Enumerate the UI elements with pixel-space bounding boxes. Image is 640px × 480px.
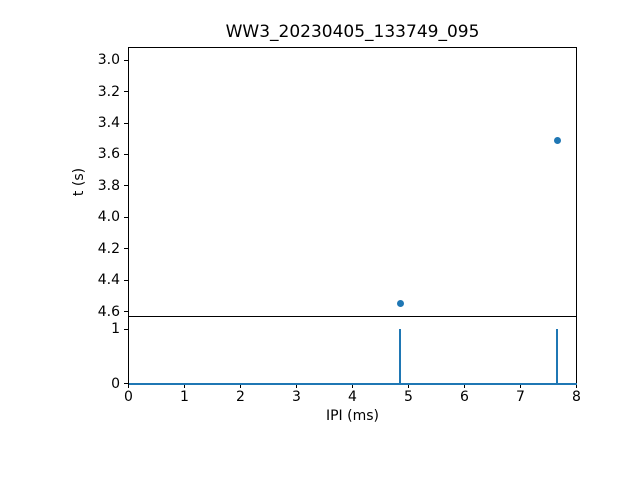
- scatter-point: [553, 136, 561, 144]
- scatter-plot-area: [128, 47, 577, 317]
- scatter-point: [396, 300, 404, 308]
- x-tick-mark: [464, 384, 465, 388]
- x-tick-label: 2: [236, 389, 245, 405]
- x-tick-mark: [240, 384, 241, 388]
- x-tick-label: 4: [348, 389, 357, 405]
- x-tick-mark: [576, 384, 577, 388]
- y-tick-label: 4.6: [97, 303, 120, 320]
- y-tick-label: 0: [111, 375, 120, 392]
- y-tick-label: 3.4: [97, 115, 120, 131]
- y-tick-mark: [124, 216, 128, 218]
- x-tick-mark: [352, 384, 353, 388]
- x-tick-label: 6: [460, 389, 469, 405]
- ipi-spike: [399, 329, 402, 384]
- x-tick-mark: [184, 384, 185, 388]
- y-tick-label: 4.4: [97, 272, 120, 289]
- x-tick-label: 8: [572, 389, 581, 405]
- x-tick-mark: [408, 384, 409, 388]
- chart-title: WW3_20230405_133749_095: [225, 22, 480, 42]
- stem-baseline: [128, 382, 577, 385]
- y-tick-mark: [124, 91, 128, 93]
- x-tick-label: 7: [516, 389, 525, 405]
- y-tick-label: 1: [111, 321, 120, 338]
- y-tick-label: 3.6: [97, 146, 120, 163]
- y-tick-label: 3.2: [97, 83, 120, 100]
- y-tick-mark: [124, 248, 128, 250]
- x-tick-label: 3: [292, 389, 301, 405]
- x-tick-mark: [520, 384, 521, 388]
- x-tick-label: 1: [180, 389, 189, 405]
- y-tick-mark: [124, 279, 128, 281]
- x-tick-label: 0: [124, 389, 133, 405]
- x-axis-label: IPI (ms): [325, 408, 379, 424]
- x-tick-label: 5: [404, 389, 413, 405]
- y-tick-mark: [124, 153, 128, 155]
- y-tick-mark: [124, 59, 128, 61]
- y-tick-label: 3.8: [97, 177, 120, 194]
- x-tick-mark: [296, 384, 297, 388]
- histogram-plot-area: [128, 317, 577, 384]
- y-tick-mark: [124, 311, 128, 313]
- x-tick-mark: [128, 384, 129, 388]
- y-tick-label: 3.0: [97, 52, 120, 69]
- y-tick-mark: [124, 122, 128, 124]
- y-tick-mark: [124, 328, 128, 330]
- y-tick-label: 4.0: [97, 209, 120, 226]
- ipi-spike: [556, 329, 559, 384]
- y-tick-mark: [124, 383, 128, 384]
- y-tick-mark: [124, 185, 128, 187]
- y-tick-label: 4.2: [97, 240, 120, 257]
